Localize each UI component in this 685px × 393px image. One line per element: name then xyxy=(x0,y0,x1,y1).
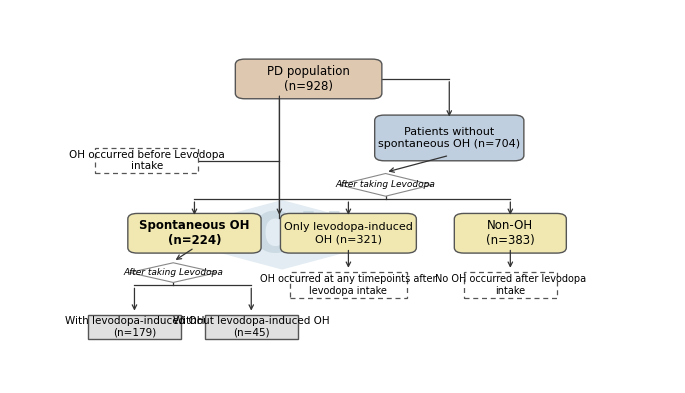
FancyBboxPatch shape xyxy=(88,315,181,340)
Text: Only levodopa-induced
OH (n=321): Only levodopa-induced OH (n=321) xyxy=(284,222,413,244)
Polygon shape xyxy=(129,263,217,283)
Text: Spontaneous OH
(n=224): Spontaneous OH (n=224) xyxy=(139,219,250,247)
FancyBboxPatch shape xyxy=(290,272,407,298)
Text: After taking Levodopa: After taking Levodopa xyxy=(336,180,436,189)
Text: With levodopa-induced OH
(n=179): With levodopa-induced OH (n=179) xyxy=(64,316,204,338)
Polygon shape xyxy=(152,200,412,270)
Text: Without levodopa-induced OH
(n=45): Without levodopa-induced OH (n=45) xyxy=(173,316,329,338)
FancyBboxPatch shape xyxy=(128,213,261,253)
Text: OH occurred before Levodopa
intake: OH occurred before Levodopa intake xyxy=(68,150,225,171)
FancyBboxPatch shape xyxy=(375,115,524,161)
Polygon shape xyxy=(339,173,432,196)
Text: PD population
(n=928): PD population (n=928) xyxy=(267,65,350,93)
FancyBboxPatch shape xyxy=(464,272,557,298)
Text: After taking Levodopa: After taking Levodopa xyxy=(123,268,223,277)
FancyBboxPatch shape xyxy=(236,59,382,99)
FancyBboxPatch shape xyxy=(205,315,298,340)
FancyBboxPatch shape xyxy=(454,213,566,253)
FancyBboxPatch shape xyxy=(280,213,416,253)
FancyBboxPatch shape xyxy=(95,148,199,173)
Text: Non-OH
(n=383): Non-OH (n=383) xyxy=(486,219,535,247)
Text: Patients without
spontaneous OH (n=704): Patients without spontaneous OH (n=704) xyxy=(378,127,521,149)
Text: OH occurred at any timepoints after
levodopa intake: OH occurred at any timepoints after levo… xyxy=(260,274,436,296)
Text: No OH occurred after levodopa
intake: No OH occurred after levodopa intake xyxy=(435,274,586,296)
Text: OH: OH xyxy=(251,209,345,263)
